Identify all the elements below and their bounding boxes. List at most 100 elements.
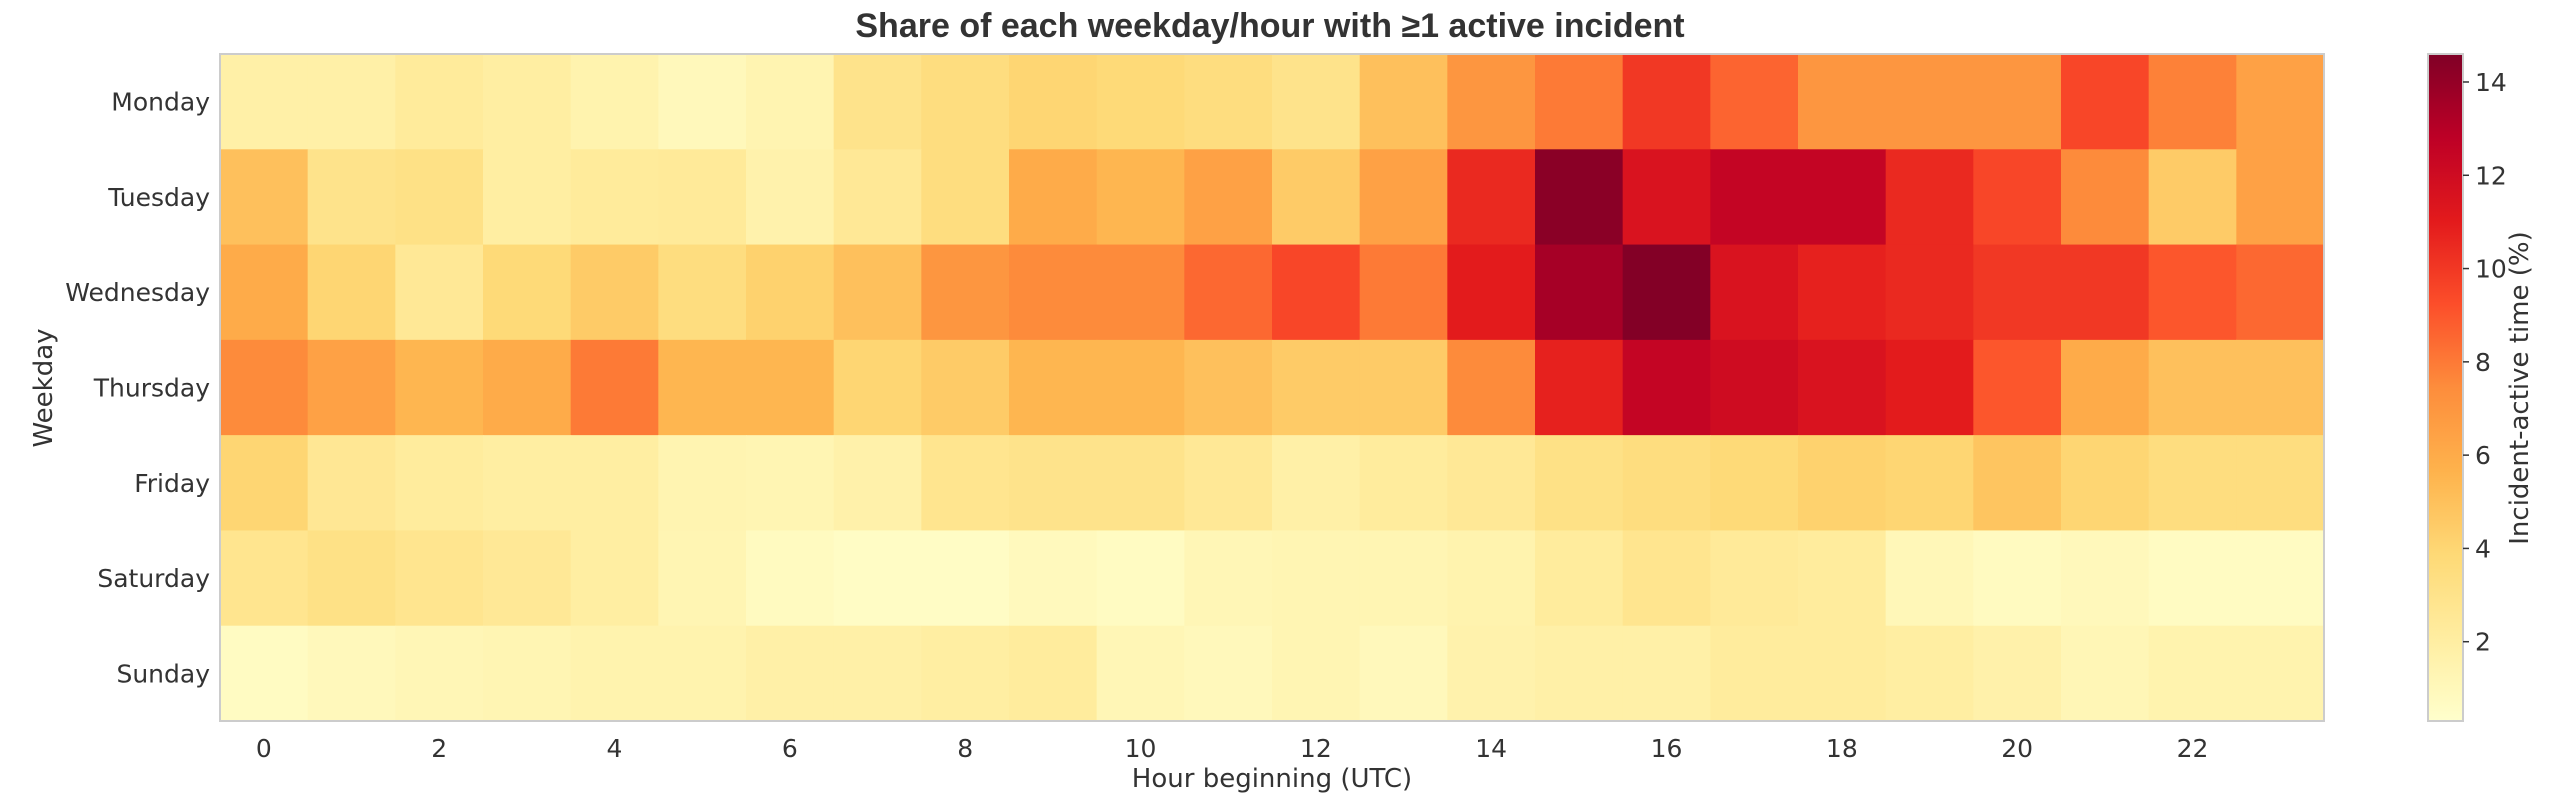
row-label: Friday [134, 469, 210, 498]
x-tick-label: 4 [607, 734, 623, 763]
heatmap-cell [1798, 530, 1887, 627]
heatmap-cell [1009, 149, 1098, 246]
heatmap-cell [833, 339, 922, 436]
heatmap-cell [1184, 149, 1273, 246]
x-axis-label: Hour beginning (UTC) [1132, 764, 1412, 794]
heatmap-cell [1359, 530, 1448, 627]
x-tick-label: 0 [256, 734, 272, 763]
row-label: Tuesday [107, 183, 210, 212]
heatmap-cell [1535, 244, 1624, 341]
row-label: Wednesday [65, 278, 210, 307]
heatmap-cell [1009, 339, 1098, 436]
heatmap-cell [2148, 244, 2237, 341]
heatmap-cell [1096, 339, 1185, 436]
x-tick-label: 14 [1475, 734, 1507, 763]
heatmap-cell [1535, 625, 1624, 722]
heatmap-cell [1622, 54, 1711, 150]
heatmap-cell [746, 149, 835, 246]
heatmap-cell [1447, 339, 1536, 436]
heatmap-cell [1009, 54, 1098, 150]
heatmap-cell [307, 530, 396, 627]
heatmap-cell [2236, 149, 2325, 246]
heatmap-cell [1096, 54, 1185, 150]
colorbar-tick-label: 6 [2475, 441, 2491, 470]
heatmap-cell [1798, 244, 1887, 341]
heatmap-cell [921, 149, 1010, 246]
heatmap-cell [1272, 54, 1361, 150]
heatmap-cell [658, 435, 747, 532]
heatmap-cell [1885, 244, 1974, 341]
heatmap-cell [1798, 149, 1887, 246]
heatmap-cell [1096, 149, 1185, 246]
heatmap-cell [1973, 54, 2062, 150]
heatmap-cell [1798, 339, 1887, 436]
heatmap-cell [2236, 530, 2325, 627]
heatmap-cell [921, 625, 1010, 722]
row-label: Monday [111, 88, 210, 117]
heatmap-cell [1359, 339, 1448, 436]
heatmap-cell [1885, 435, 1974, 532]
heatmap-cell [220, 244, 309, 341]
heatmap-cell [1184, 54, 1273, 150]
heatmap-cell [2236, 339, 2325, 436]
heatmap-cell [483, 54, 572, 150]
row-label: Sunday [116, 659, 210, 688]
heatmap-cell [746, 625, 835, 722]
heatmap-cell [1272, 625, 1361, 722]
x-tick-label: 22 [2177, 734, 2209, 763]
heatmap-cell [1710, 149, 1799, 246]
heatmap-cell [746, 244, 835, 341]
heatmap-cell [307, 54, 396, 150]
heatmap-cell [2148, 625, 2237, 722]
heatmap-cell [395, 244, 484, 341]
heatmap-cell [2061, 244, 2150, 341]
heatmap-cell [1009, 530, 1098, 627]
heatmap-cell [833, 530, 922, 627]
heatmap-cell [307, 244, 396, 341]
heatmap-cell [1710, 435, 1799, 532]
heatmap-cell [2148, 339, 2237, 436]
heatmap-cell [921, 435, 1010, 532]
heatmap-cell [570, 625, 659, 722]
heatmap-cell [1447, 244, 1536, 341]
heatmap-cell [2148, 149, 2237, 246]
heatmap-cell [1622, 244, 1711, 341]
heatmap-cell [483, 530, 572, 627]
heatmap-cell [570, 435, 659, 532]
chart-title: Share of each weekday/hour with ≥1 activ… [855, 7, 1684, 45]
heatmap-cell [2061, 530, 2150, 627]
heatmap-cell [2061, 339, 2150, 436]
heatmap-cell [483, 339, 572, 436]
x-tick-label: 2 [431, 734, 447, 763]
heatmap-cell [307, 435, 396, 532]
heatmap-cell [2148, 530, 2237, 627]
heatmap-cell [307, 149, 396, 246]
heatmap-cell [1535, 530, 1624, 627]
heatmap-cell [1885, 54, 1974, 150]
heatmap-cell [1272, 244, 1361, 341]
heatmap-cell [1184, 244, 1273, 341]
heatmap-cell [1798, 625, 1887, 722]
heatmap-cell [1096, 530, 1185, 627]
heatmap-cell [921, 54, 1010, 150]
heatmap-cell [307, 625, 396, 722]
heatmap-cell [1710, 530, 1799, 627]
x-tick-label: 6 [782, 734, 798, 763]
heatmap-cell [658, 339, 747, 436]
heatmap-cell [1359, 625, 1448, 722]
heatmap-cell [1973, 530, 2062, 627]
x-tick-label: 12 [1300, 734, 1332, 763]
heatmap-cell [1447, 530, 1536, 627]
heatmap-cell [1798, 435, 1887, 532]
colorbar-tick-label: 10 [2475, 255, 2507, 284]
heatmap-cell [1885, 339, 1974, 436]
colorbar-tick-label: 8 [2475, 348, 2491, 377]
heatmap-cell [1622, 435, 1711, 532]
heatmap-cell [746, 530, 835, 627]
heatmap-cell [570, 149, 659, 246]
colorbar-tick-label: 2 [2475, 628, 2491, 657]
heatmap-cell [220, 625, 309, 722]
heatmap-cell [921, 339, 1010, 436]
row-label: Saturday [97, 564, 210, 593]
